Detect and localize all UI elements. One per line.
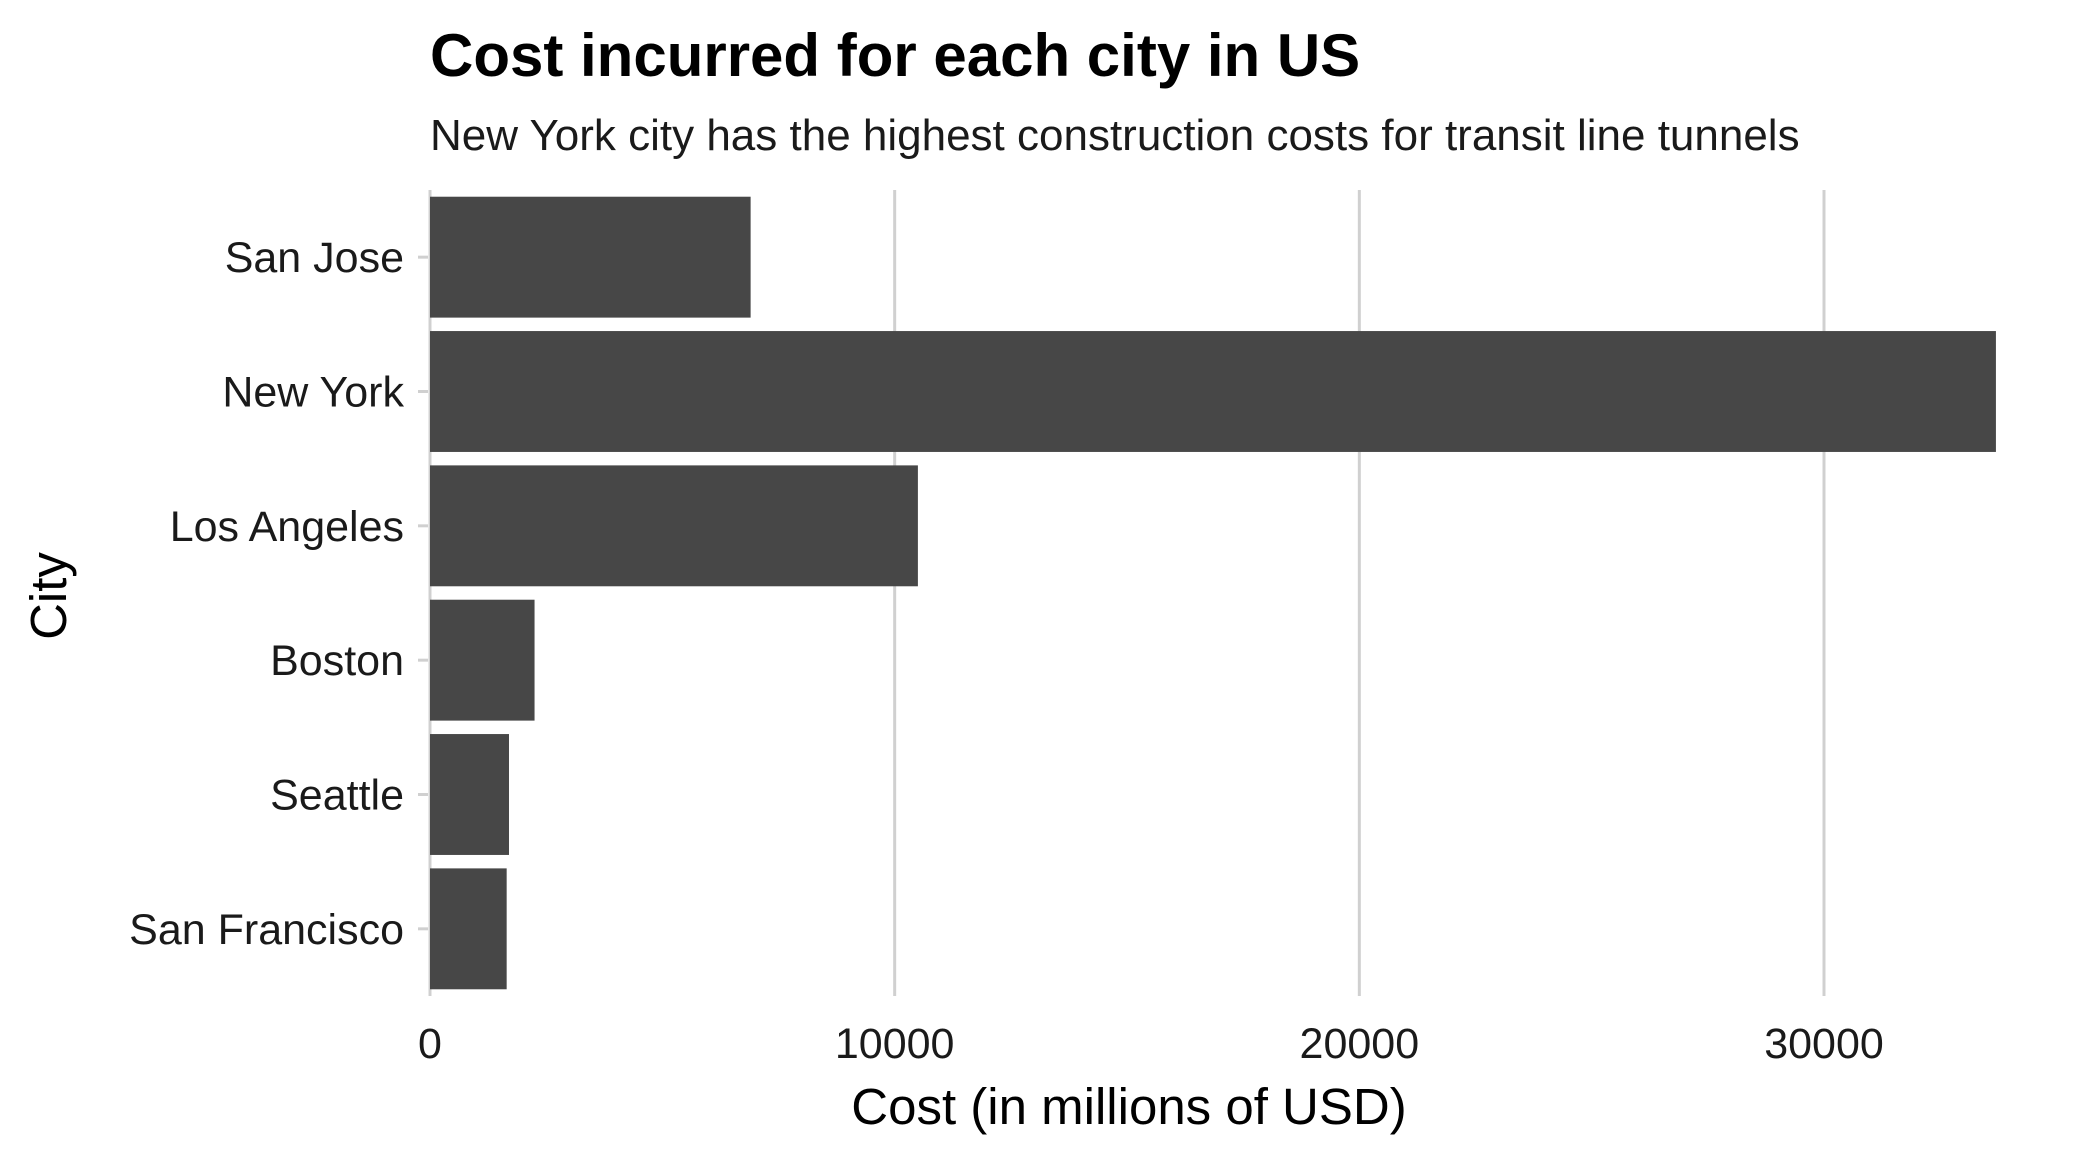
x-axis-ticks: 0 10000 20000 30000 — [418, 1020, 1884, 1068]
x-tick-label: 20000 — [1300, 1020, 1420, 1068]
chart-subtitle: New York city has the highest constructi… — [430, 111, 1800, 160]
gridlines — [428, 190, 1826, 996]
y-tick-label: San Jose — [225, 234, 404, 282]
chart-title: Cost incurred for each city in US — [430, 22, 1360, 89]
bar-san-francisco — [430, 868, 507, 990]
bars — [430, 196, 1996, 990]
bar-los-angeles — [430, 465, 918, 587]
x-tick-label: 10000 — [835, 1020, 955, 1068]
x-tick-label: 0 — [418, 1020, 442, 1068]
y-tick-label: San Francisco — [129, 906, 404, 954]
bar-san-jose — [430, 196, 751, 318]
y-tick-label: Los Angeles — [170, 503, 404, 551]
x-tick-label: 30000 — [1764, 1020, 1884, 1068]
bar-seattle — [430, 734, 509, 855]
y-axis-ticks: San Jose New York Los Angeles Boston Seattle… — [129, 234, 428, 954]
bar-boston — [430, 599, 535, 721]
x-axis-title: Cost (in millions of USD) — [851, 1078, 1406, 1135]
y-tick-label: New York — [222, 369, 404, 417]
y-axis-title: City — [20, 552, 77, 640]
y-tick-label: Seattle — [270, 772, 404, 820]
y-tick-label: Boston — [270, 637, 404, 685]
bar-new-york — [430, 331, 1996, 452]
